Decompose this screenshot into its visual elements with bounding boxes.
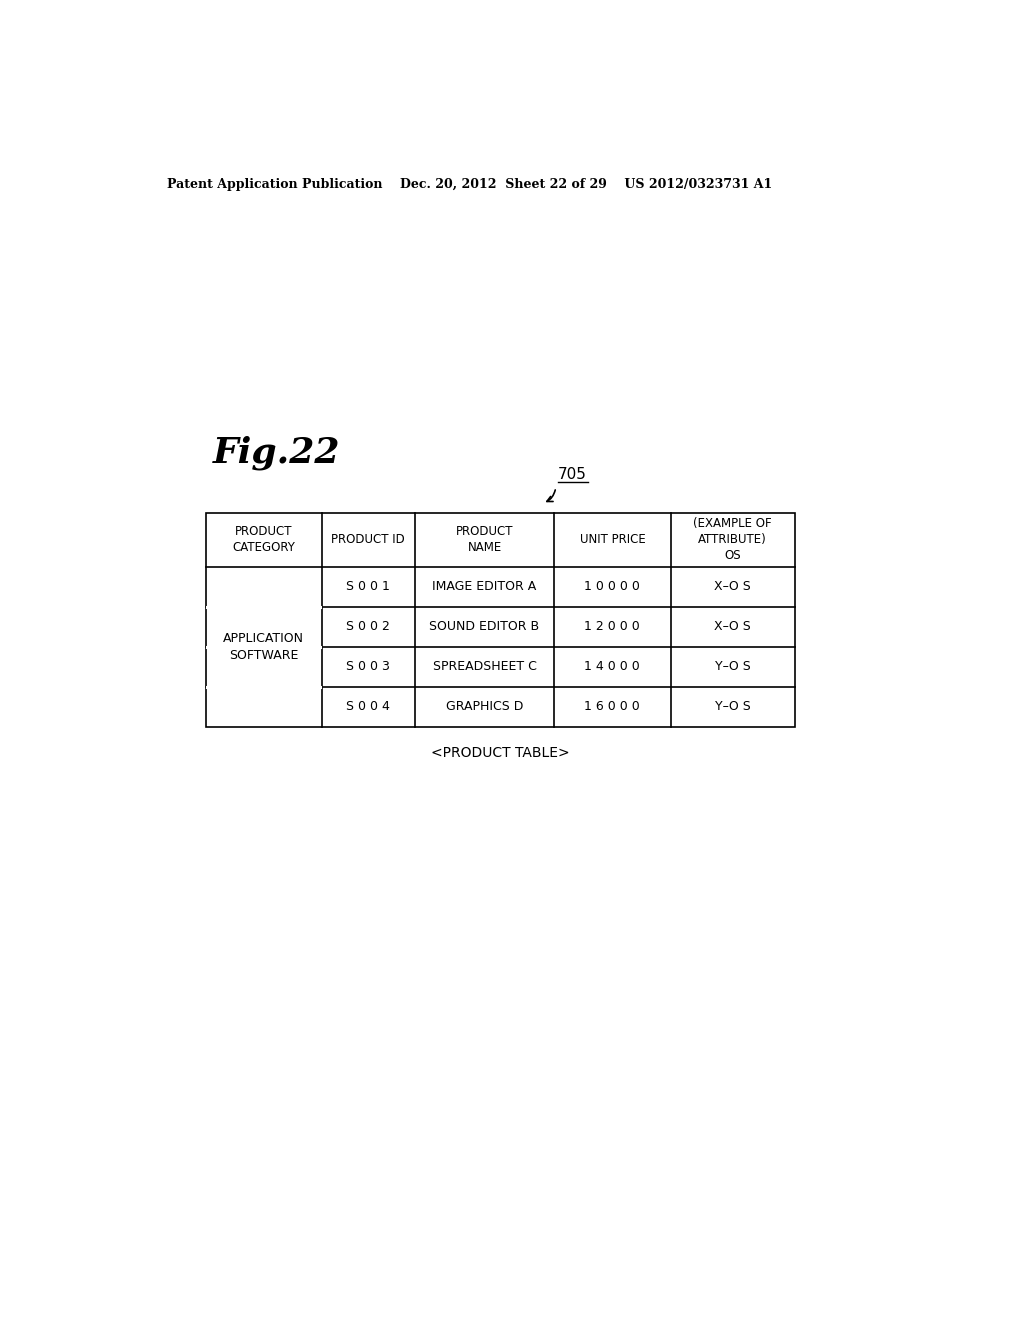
Text: (EXAMPLE OF
ATTRIBUTE)
OS: (EXAMPLE OF ATTRIBUTE) OS (693, 517, 772, 562)
Text: S 0 0 1: S 0 0 1 (346, 579, 390, 593)
Text: Patent Application Publication    Dec. 20, 2012  Sheet 22 of 29    US 2012/03237: Patent Application Publication Dec. 20, … (167, 178, 772, 190)
Text: 705: 705 (558, 467, 587, 482)
Text: PRODUCT ID: PRODUCT ID (332, 533, 406, 546)
Text: Y–O S: Y–O S (715, 700, 751, 713)
Text: APPLICATION
SOFTWARE: APPLICATION SOFTWARE (223, 631, 304, 661)
Text: GRAPHICS D: GRAPHICS D (445, 700, 523, 713)
Text: Fig.22: Fig.22 (213, 436, 341, 470)
Text: SPREADSHEET C: SPREADSHEET C (432, 660, 537, 673)
Text: SOUND EDITOR B: SOUND EDITOR B (429, 620, 540, 634)
Text: 1 0 0 0 0: 1 0 0 0 0 (585, 579, 640, 593)
Text: UNIT PRICE: UNIT PRICE (580, 533, 645, 546)
Text: <PRODUCT TABLE>: <PRODUCT TABLE> (431, 746, 569, 760)
Text: S 0 0 2: S 0 0 2 (346, 620, 390, 634)
Text: S 0 0 3: S 0 0 3 (346, 660, 390, 673)
Text: X–O S: X–O S (714, 620, 751, 634)
Text: 1 4 0 0 0: 1 4 0 0 0 (585, 660, 640, 673)
Text: IMAGE EDITOR A: IMAGE EDITOR A (432, 579, 537, 593)
Text: PRODUCT
CATEGORY: PRODUCT CATEGORY (232, 525, 295, 554)
Text: Y–O S: Y–O S (715, 660, 751, 673)
Text: X–O S: X–O S (714, 579, 751, 593)
Bar (206, 512, 795, 726)
Text: 1 6 0 0 0: 1 6 0 0 0 (585, 700, 640, 713)
Text: S 0 0 4: S 0 0 4 (346, 700, 390, 713)
Text: PRODUCT
NAME: PRODUCT NAME (456, 525, 513, 554)
Text: 1 2 0 0 0: 1 2 0 0 0 (585, 620, 640, 634)
